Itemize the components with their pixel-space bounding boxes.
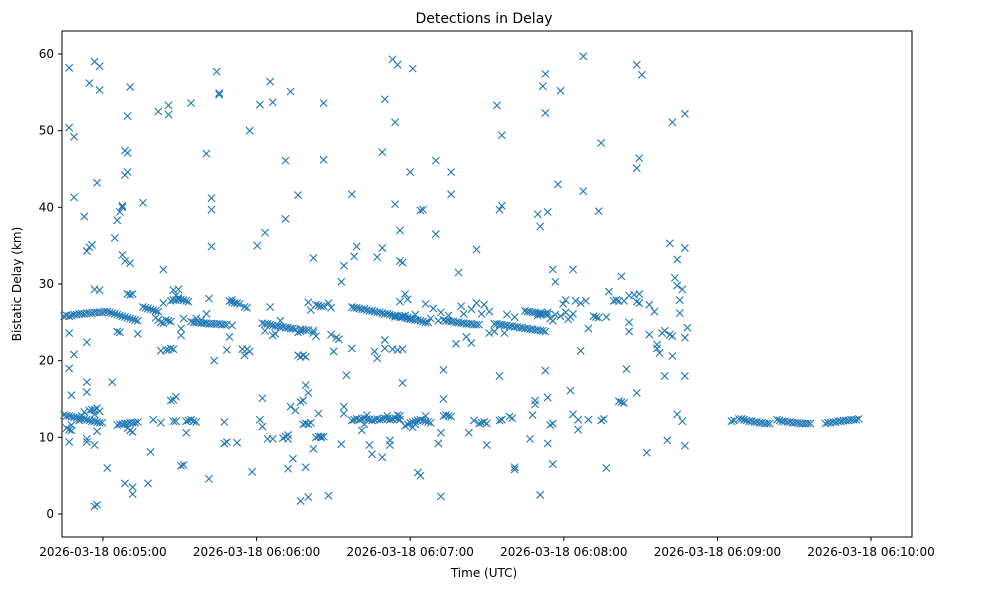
x-tick-label: 2026-03-18 06:06:00	[193, 545, 320, 559]
y-axis-label: Bistatic Delay (km)	[10, 227, 24, 342]
y-tick-label: 40	[39, 200, 54, 214]
x-tick-label: 2026-03-18 06:07:00	[346, 545, 473, 559]
y-tick-label: 10	[39, 430, 54, 444]
y-tick-label: 0	[46, 507, 54, 521]
y-tick-label: 30	[39, 277, 54, 291]
x-tick-label: 2026-03-18 06:08:00	[500, 545, 627, 559]
y-axis-ticks: 0 10 20 30 40 50 60	[39, 47, 62, 521]
chart-title: Detections in Delay	[415, 11, 552, 27]
y-tick-label: 60	[39, 47, 54, 61]
y-tick-label: 50	[39, 124, 54, 138]
x-axis-label: Time (UTC)	[450, 566, 517, 580]
x-tick-label: 2026-03-18 06:05:00	[39, 545, 166, 559]
scatter-chart: Detections in Delay 2026-03-18 06:05:00 2…	[0, 0, 989, 590]
y-tick-label: 20	[39, 354, 54, 368]
x-tick-label: 2026-03-18 06:10:00	[807, 545, 934, 559]
x-tick-label: 2026-03-18 06:09:00	[654, 545, 781, 559]
plot-area	[62, 31, 912, 537]
x-axis-ticks: 2026-03-18 06:05:00 2026-03-18 06:06:00 20…	[39, 537, 935, 559]
